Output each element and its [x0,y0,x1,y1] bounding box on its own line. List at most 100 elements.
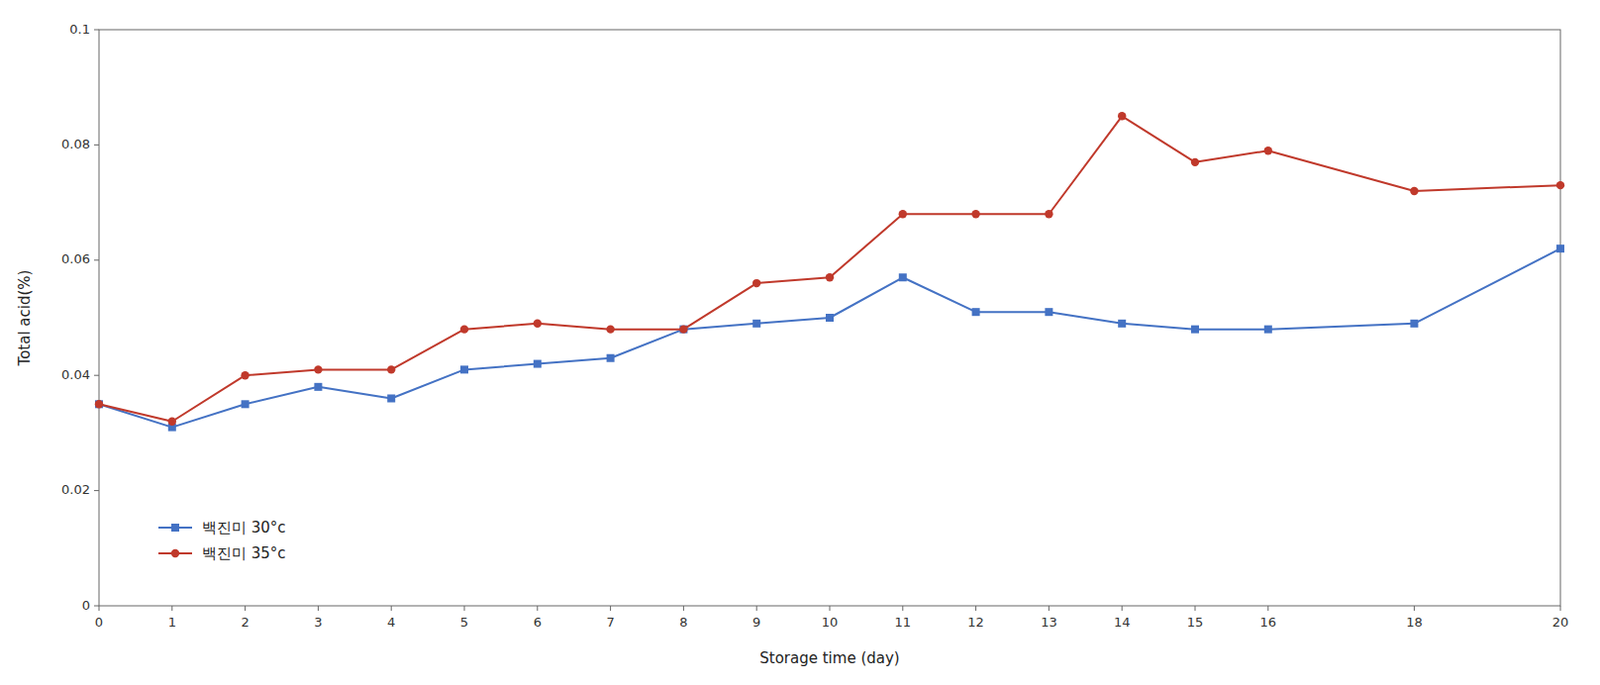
point [1409,319,1418,328]
point [1409,187,1418,196]
point [1556,181,1565,190]
x-tick-label: 15 [1187,614,1204,630]
legend-item: 백진미 30°c [158,518,287,537]
point [899,209,907,218]
legend-label: 백진미 30°c [201,518,287,537]
x-tick-label: 11 [895,614,912,630]
y-tick [94,605,100,607]
y-tick [94,144,100,146]
point [1264,325,1273,334]
plot-background [99,29,1561,606]
point [1264,146,1273,155]
point [1191,325,1200,334]
chart-svg: 00.020.040.060.080.101234567891011121314… [0,0,1600,685]
point [606,354,615,363]
point [1044,307,1053,316]
legend-label: 백진미 35°c [201,544,287,563]
x-tick-label: 1 [168,614,177,630]
point [752,319,761,328]
x-tick [975,605,977,611]
point [825,313,834,322]
x-tick [683,605,685,611]
x-tick [609,605,611,611]
x-tick-label: 8 [679,614,688,630]
x-tick [391,605,393,611]
x-tick [1048,605,1050,611]
x-tick-label: 13 [1040,614,1058,630]
y-tick [94,259,100,261]
point [313,365,322,374]
x-tick [756,605,758,611]
x-tick-label: 20 [1552,614,1570,630]
y-tick [94,29,100,31]
y-axis: 0 0.02 0.04 0.06 0.08 0.1 [61,21,100,613]
point [387,365,396,374]
y-tick-label: 0.08 [61,136,91,152]
x-tick-label: 6 [533,614,542,630]
y-tick-label: 0.06 [61,251,91,267]
point [605,324,614,333]
series-line [99,248,1561,427]
x-tick [244,605,246,611]
x-tick [464,605,466,611]
x-tick [171,605,173,611]
point [1044,209,1053,218]
point [95,400,103,408]
x-tick [99,605,100,611]
y-tick-label: 0.02 [61,482,91,498]
x-tick-label: 18 [1405,614,1423,630]
series [95,111,1565,426]
x-tick [1195,605,1197,611]
point [533,360,542,369]
legend-item: 백진미 35°c [158,544,287,563]
point [899,273,907,282]
x-tick [317,605,319,611]
point [1117,111,1126,120]
point [533,319,542,328]
legend-marker [171,523,180,532]
x-tick-label: 12 [967,614,985,630]
point [241,400,250,408]
chart-container: 00.020.040.060.080.101234567891011121314… [0,0,1600,685]
point [387,394,396,402]
x-tick-label: 2 [240,614,249,630]
x-tick-label: 14 [1113,614,1131,630]
point [825,273,834,282]
data-layer [95,111,1565,431]
series [95,244,1565,431]
x-tick [901,605,903,611]
x-tick [829,605,831,611]
point [460,365,469,374]
y-axis-label: Total acid(%) [15,270,34,368]
y-tick [94,490,100,492]
point [240,371,249,380]
y-tick-label: 0.1 [69,21,91,37]
point [679,325,688,334]
y-tick-label: 0 [82,598,91,613]
x-tick-label: 7 [605,614,614,630]
point [168,417,177,426]
point [679,324,688,333]
x-tick-label: 4 [387,614,396,630]
point [1556,244,1565,253]
y-tick [94,375,100,377]
x-axis: 0123456789101112131415161820 [95,605,1569,630]
legend-marker [171,549,180,558]
x-tick [1413,605,1415,611]
x-tick-label: 5 [460,614,469,630]
point [313,383,322,392]
point [752,279,761,288]
x-tick-label: 10 [821,614,839,630]
x-tick [1267,605,1269,611]
x-tick-label: 16 [1260,614,1278,630]
x-tick-label: 9 [752,614,761,630]
point [460,324,469,333]
series-line [99,115,1561,421]
x-tick-label: 3 [313,614,322,630]
x-tick [536,605,538,611]
point [971,209,980,218]
point [1117,319,1126,328]
point [95,400,103,408]
x-tick-label: 0 [95,614,103,630]
y-tick-label: 0.04 [61,367,91,383]
